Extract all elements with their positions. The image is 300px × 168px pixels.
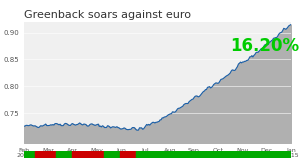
Text: Greenback soars against euro: Greenback soars against euro xyxy=(24,10,191,20)
Bar xyxy=(72,151,104,158)
Bar xyxy=(104,151,120,158)
Bar xyxy=(56,151,72,158)
Bar xyxy=(136,151,291,158)
Bar xyxy=(35,151,56,158)
Bar xyxy=(24,151,35,158)
Text: 16.20%: 16.20% xyxy=(230,37,299,55)
Bar xyxy=(120,151,136,158)
